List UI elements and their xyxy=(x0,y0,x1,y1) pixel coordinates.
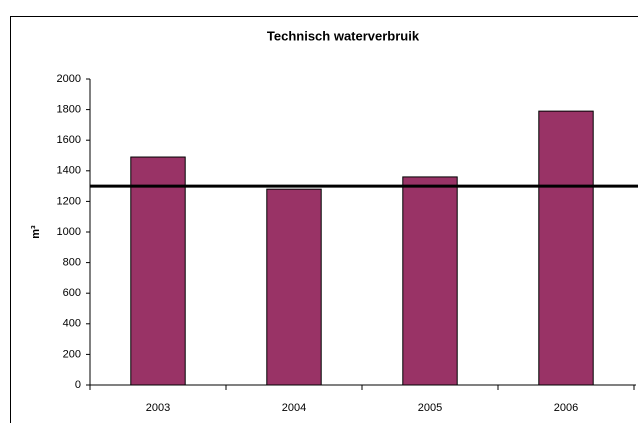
bar xyxy=(538,110,594,386)
x-tick-label: 2006 xyxy=(554,402,578,414)
bar xyxy=(402,176,458,386)
y-axis-label: m³ xyxy=(30,225,42,239)
x-tick-label: 2004 xyxy=(282,402,306,414)
y-tick-label: 2000 xyxy=(57,73,81,85)
bar xyxy=(130,156,186,386)
y-tick-label: 1600 xyxy=(57,134,81,146)
x-tick-label: 2003 xyxy=(146,402,170,414)
y-tick-label: 600 xyxy=(63,287,81,299)
y-tick-label: 1000 xyxy=(57,226,81,238)
x-tick-label: 2005 xyxy=(418,402,442,414)
y-tick-label: 0 xyxy=(75,379,81,391)
chart-title: Technisch waterverbruik xyxy=(267,28,420,43)
y-tick-label: 1400 xyxy=(57,165,81,177)
y-tick-label: 1200 xyxy=(57,195,81,207)
y-tick-label: 400 xyxy=(63,318,81,330)
bar xyxy=(266,188,322,386)
chart-frame xyxy=(10,16,638,423)
y-tick-label: 800 xyxy=(63,257,81,269)
y-tick-label: 200 xyxy=(63,348,81,360)
y-tick-label: 1800 xyxy=(57,104,81,116)
